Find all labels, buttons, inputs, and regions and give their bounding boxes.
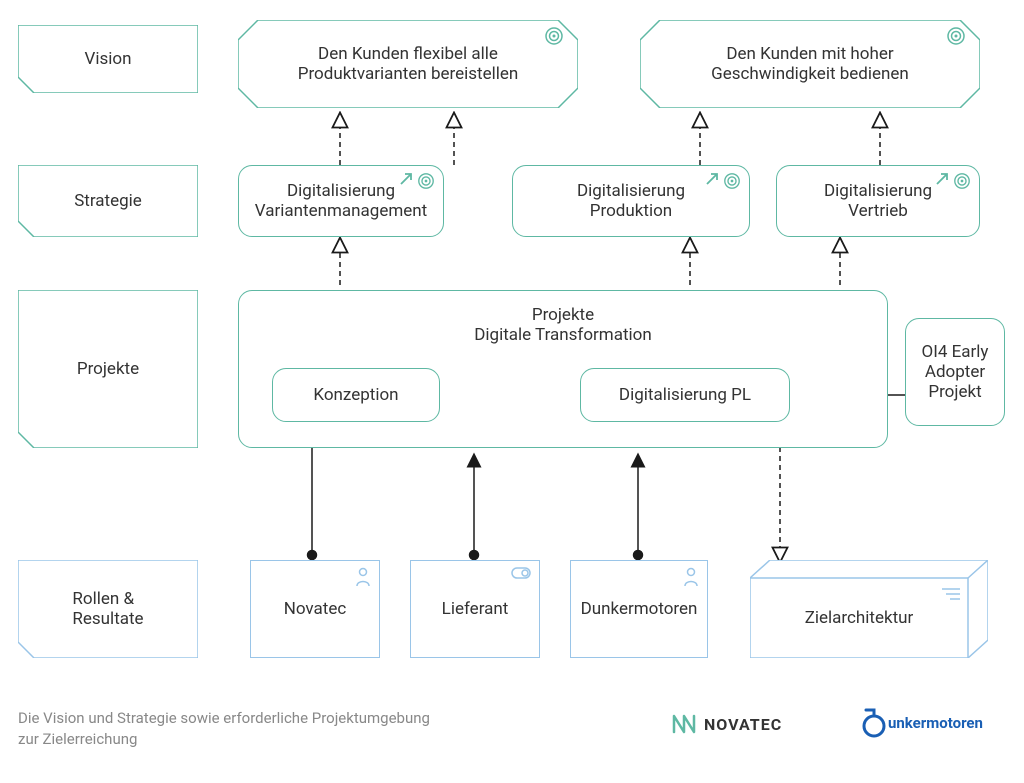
project-dig-pl: Digitalisierung PL [580,368,790,422]
lines-icon [942,588,960,600]
role-lieferant: Lieferant [410,560,540,658]
target-icon [417,172,435,190]
arrow-up-icon [705,172,719,186]
logo-novatec-text: NOVATEC [704,715,782,734]
strategy-box-2-text: Digitalisierung Produktion [577,181,685,221]
target-icon [946,26,966,46]
logo-dunker: unkermotoren [860,708,983,738]
project-container-title: Projekte Digitale Transformation [239,305,887,345]
strategy-box-3-text: Digitalisierung Vertrieb [824,181,932,221]
vision-box-1-text: Den Kunden flexibel alle Produktvariante… [238,20,578,108]
target-icon [544,26,564,46]
project-konzeption: Konzeption [272,368,440,422]
vision-box-2: Den Kunden mit hoher Geschwindigkeit bed… [640,20,980,108]
person-icon [683,567,699,587]
row-label-strategie: Strategie [18,165,198,237]
project-dig-pl-text: Digitalisierung PL [619,385,751,405]
role-ziel-text: Zielarchitektur [750,578,968,658]
caption-text: Die Vision und Strategie sowie erforderl… [18,708,430,750]
strategy-box-3: Digitalisierung Vertrieb [776,165,980,237]
row-label-projekte: Projekte [18,290,198,448]
role-ziel: Zielarchitektur [750,560,988,658]
vision-box-2-text: Den Kunden mit hoher Geschwindigkeit bed… [640,20,980,108]
project-oi4-text: OI4 Early Adopter Projekt [922,342,989,402]
role-dunker-text: Dunkermotoren [581,599,698,619]
row-label-rollen-text: Rollen & Resultate [18,560,198,658]
role-dunker: Dunkermotoren [570,560,708,658]
strategy-box-1-text: Digitalisierung Variantenmanagement [255,181,427,221]
role-novatec: Novatec [250,560,380,658]
person-icon [355,567,371,587]
dunker-logo-icon [860,708,888,738]
novatec-logo-icon [670,712,698,736]
arrow-up-icon [935,172,949,186]
row-label-vision-text: Vision [18,25,198,93]
row-label-strategie-text: Strategie [18,165,198,237]
strategy-box-1: Digitalisierung Variantenmanagement [238,165,444,237]
vision-box-1: Den Kunden flexibel alle Produktvariante… [238,20,578,108]
role-novatec-text: Novatec [284,599,347,619]
row-label-vision: Vision [18,25,198,93]
logo-dunker-text: unkermotoren [888,714,983,732]
role-lieferant-text: Lieferant [442,599,509,619]
target-icon [953,172,971,190]
logo-novatec: NOVATEC [670,712,782,736]
strategy-box-2: Digitalisierung Produktion [512,165,750,237]
row-label-projekte-text: Projekte [18,290,198,448]
arrow-up-icon [399,172,413,186]
row-label-rollen: Rollen & Resultate [18,560,198,658]
project-oi4: OI4 Early Adopter Projekt [905,318,1005,426]
target-icon [723,172,741,190]
project-konzeption-text: Konzeption [313,385,398,405]
capsule-icon [511,567,531,579]
